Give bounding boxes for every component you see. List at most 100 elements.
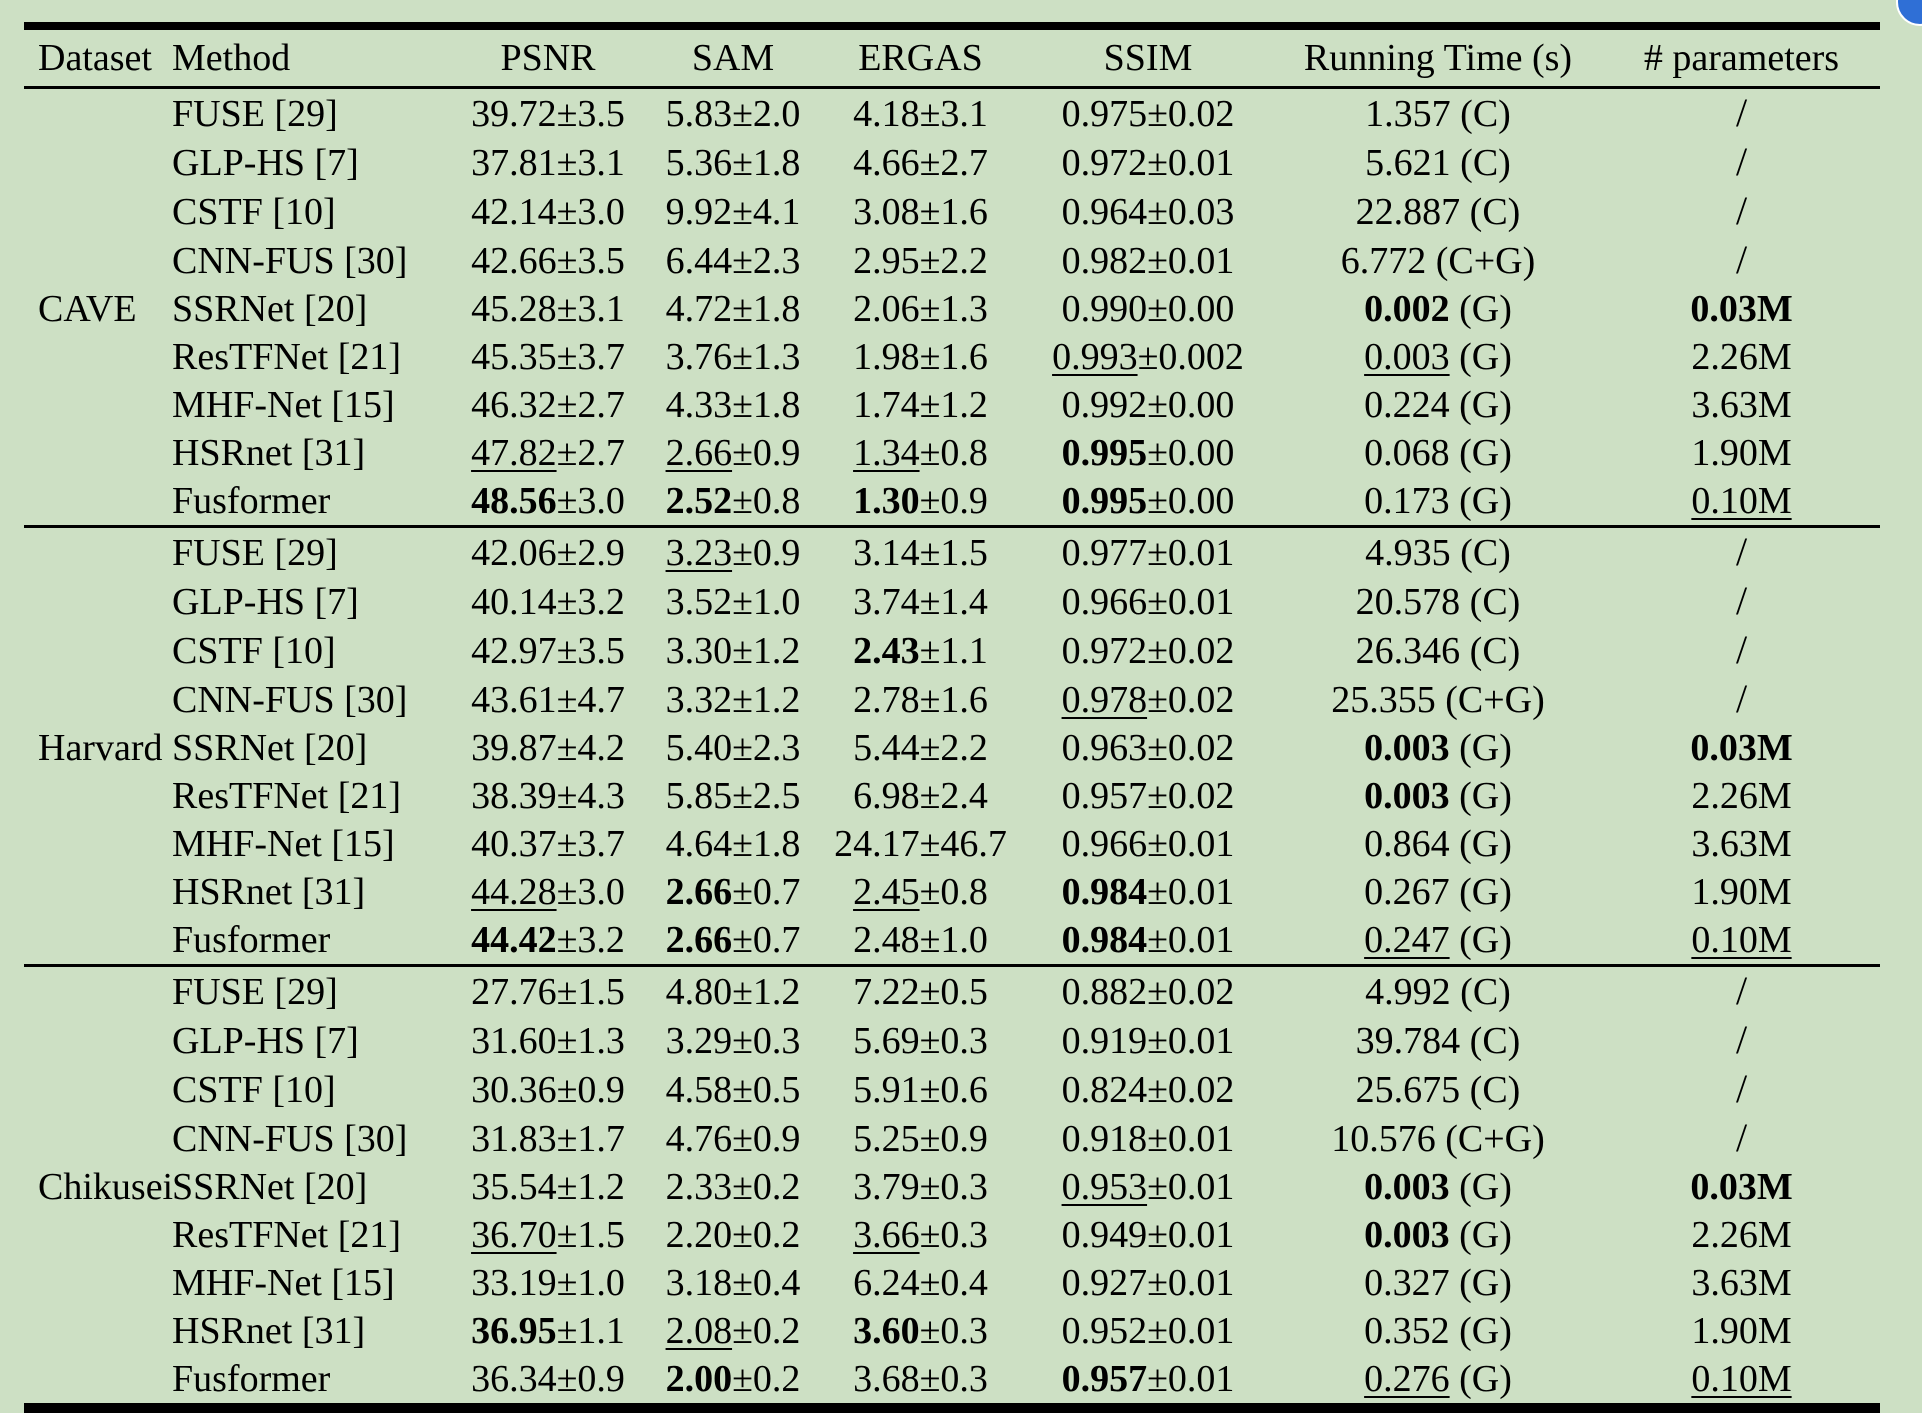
ssim-stdev: 0.01 xyxy=(1167,239,1235,282)
parameters-cell: / xyxy=(1603,577,1880,626)
sam-value: 5.83 xyxy=(665,92,733,135)
parameters-value: / xyxy=(1735,1066,1748,1111)
dataset-cell xyxy=(24,477,168,528)
parameters-value: / xyxy=(1735,676,1748,721)
dataset-cell xyxy=(24,1307,168,1355)
parameters-value: 1.90M xyxy=(1691,871,1792,913)
psnr-cell: 44.28±3.0 xyxy=(448,868,648,916)
psnr-stdev: 3.0 xyxy=(577,871,625,913)
plus-minus-sign: ± xyxy=(1147,190,1168,233)
sam-stdev: 1.8 xyxy=(752,823,801,865)
psnr-cell: 44.42±3.2 xyxy=(448,916,648,967)
running-time-device: (C) xyxy=(1469,1019,1521,1062)
running-time-cell: 25.355 (C+G) xyxy=(1273,675,1603,724)
running-time-cell: 0.267 (G) xyxy=(1273,868,1603,916)
sam-value: 2.66 xyxy=(665,919,733,961)
psnr-stdev: 3.5 xyxy=(577,239,625,282)
table-row: MHF-Net [15] 33.19±1.0 3.18±0.4 6.24±0.4 0.9… xyxy=(24,1259,1880,1307)
psnr-cell: 40.37±3.7 xyxy=(448,820,648,868)
dataset-cell xyxy=(24,1016,168,1065)
method-name: HSRnet [31] xyxy=(172,1310,366,1352)
ssim-stdev: 0.02 xyxy=(1167,629,1235,672)
psnr-cell: 36.34±0.9 xyxy=(448,1355,648,1413)
ssim-value: 0.919 xyxy=(1061,1019,1148,1062)
plus-minus-sign: ± xyxy=(556,727,578,769)
sam-stdev: 2.5 xyxy=(752,775,801,817)
plus-minus-sign: ± xyxy=(556,1117,578,1160)
plus-minus-sign: ± xyxy=(919,1214,941,1256)
running-time-cell: 0.003 (G) xyxy=(1273,772,1603,820)
psnr-value: 35.54 xyxy=(471,1166,557,1208)
ssim-value: 0.992 xyxy=(1061,384,1148,426)
plus-minus-sign: ± xyxy=(1147,970,1168,1013)
parameters-value: 0.03M xyxy=(1690,288,1793,330)
sam-stdev: 1.2 xyxy=(752,970,801,1013)
sam-cell: 2.08±0.2 xyxy=(648,1307,818,1355)
plus-minus-sign: ± xyxy=(556,288,578,330)
parameters-cell: / xyxy=(1603,527,1880,578)
method-name: GLP-HS [7] xyxy=(172,1019,359,1062)
ergas-value: 2.48 xyxy=(853,919,920,961)
table-row: HSRnet [31] 44.28±3.0 2.66±0.7 2.45±0.8 0.98… xyxy=(24,868,1880,916)
parameters-cell: 0.03M xyxy=(1603,1163,1880,1211)
plus-minus-sign: ± xyxy=(919,1068,941,1111)
ergas-stdev: 0.6 xyxy=(940,1068,988,1111)
psnr-value: 39.87 xyxy=(471,727,557,769)
parameters-cell: 1.90M xyxy=(1603,868,1880,916)
plus-minus-sign: ± xyxy=(732,823,753,865)
method-cell: SSRNet [20] xyxy=(168,1163,448,1211)
method-cell: HSRnet [31] xyxy=(168,868,448,916)
ssim-stdev: 0.01 xyxy=(1167,531,1235,574)
ergas-cell: 6.98±2.4 xyxy=(818,772,1023,820)
sam-value: 2.66 xyxy=(665,432,733,474)
ergas-cell: 2.78±1.6 xyxy=(818,675,1023,724)
dataset-cell xyxy=(24,88,168,139)
sam-value: 4.76 xyxy=(665,1117,733,1160)
running-time-value: 5.621 xyxy=(1365,141,1451,184)
plus-minus-sign: ± xyxy=(732,970,753,1013)
running-time-value: 22.887 xyxy=(1355,190,1461,233)
table-row: MHF-Net [15] 46.32±2.7 4.33±1.8 1.74±1.2 0.9… xyxy=(24,381,1880,429)
sam-cell: 4.58±0.5 xyxy=(648,1065,818,1114)
running-time-value: 4.992 xyxy=(1365,970,1451,1013)
parameters-value: / xyxy=(1735,968,1748,1013)
sam-value: 4.58 xyxy=(665,1068,733,1111)
ssim-value: 0.995 xyxy=(1061,432,1148,474)
plus-minus-sign: ± xyxy=(732,629,753,672)
psnr-cell: 31.83±1.7 xyxy=(448,1114,648,1163)
parameters-cell: / xyxy=(1603,88,1880,139)
method-cell: ResTFNet [21] xyxy=(168,1211,448,1259)
psnr-value: 40.14 xyxy=(471,580,557,623)
parameters-value: 0.03M xyxy=(1690,727,1793,769)
psnr-cell: 35.54±1.2 xyxy=(448,1163,648,1211)
plus-minus-sign: ± xyxy=(556,1310,578,1352)
ergas-value: 2.43 xyxy=(853,629,920,672)
plus-minus-sign: ± xyxy=(556,384,578,426)
running-time-device: (C+G) xyxy=(1445,678,1545,721)
parameters-value: 3.63M xyxy=(1691,823,1792,865)
sam-cell: 4.76±0.9 xyxy=(648,1114,818,1163)
sam-cell: 3.29±0.3 xyxy=(648,1016,818,1065)
running-time-cell: 25.675 (C) xyxy=(1273,1065,1603,1114)
parameters-cell: 0.10M xyxy=(1603,916,1880,967)
ergas-stdev: 3.1 xyxy=(940,92,988,135)
running-time-value: 0.002 xyxy=(1364,288,1450,330)
table-row: Chikusei SSRNet [20] 35.54±1.2 2.33±0.2 3.79… xyxy=(24,1163,1880,1211)
ssim-value: 0.927 xyxy=(1061,1262,1148,1304)
sam-stdev: 0.3 xyxy=(752,1019,801,1062)
running-time-device: (G) xyxy=(1459,1310,1512,1352)
psnr-stdev: 4.2 xyxy=(577,727,625,769)
psnr-value: 31.83 xyxy=(471,1117,557,1160)
ssim-stdev: 0.00 xyxy=(1167,480,1235,522)
plus-minus-sign: ± xyxy=(919,1310,941,1352)
dataset-cell xyxy=(24,333,168,381)
ssim-stdev: 0.00 xyxy=(1167,384,1235,426)
sam-stdev: 4.1 xyxy=(752,190,801,233)
plus-minus-sign: ± xyxy=(919,1358,941,1400)
plus-minus-sign: ± xyxy=(732,92,753,135)
plus-minus-sign: ± xyxy=(919,580,941,623)
table-row: CNN-FUS [30] 43.61±4.7 3.32±1.2 2.78±1.6 0.9… xyxy=(24,675,1880,724)
psnr-cell: 36.95±1.1 xyxy=(448,1307,648,1355)
header-ergas: ERGAS xyxy=(818,30,1023,89)
psnr-value: 30.36 xyxy=(471,1068,557,1111)
